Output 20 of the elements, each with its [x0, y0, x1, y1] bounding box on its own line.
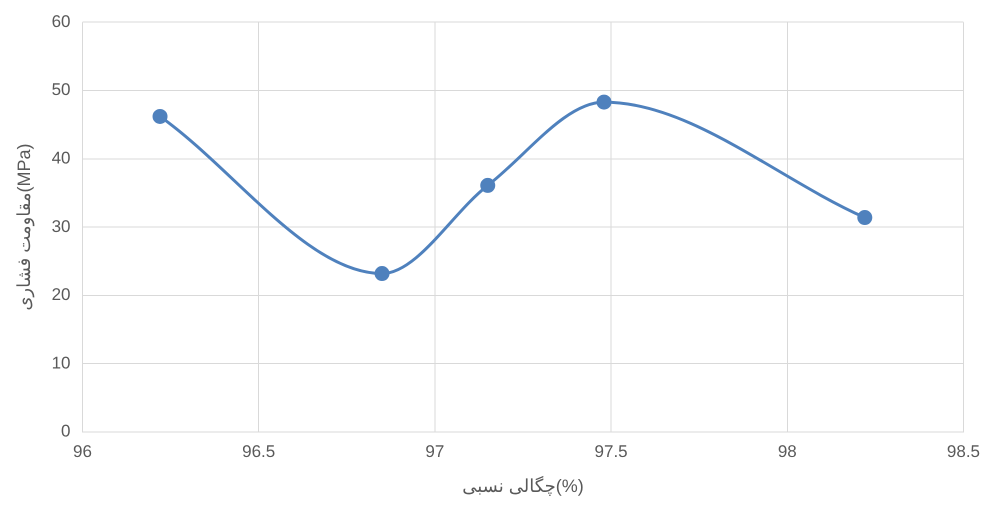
x-tick-label: 96	[73, 442, 92, 461]
x-tick-label: 96.5	[242, 442, 276, 461]
point	[374, 266, 390, 282]
x-tick-label: 98	[778, 442, 797, 461]
point	[480, 178, 496, 193]
point	[857, 210, 872, 226]
point	[596, 94, 612, 110]
y-tick-label: 30	[52, 216, 71, 236]
y-tick-label: 20	[52, 285, 71, 304]
y-tick-label: 10	[52, 353, 71, 372]
x-axis-title: چگالی نسبی(%)	[462, 475, 584, 496]
y-tick-label: 60	[52, 12, 71, 31]
x-tick-label: 97.5	[594, 442, 628, 461]
point	[152, 108, 168, 124]
x-tick-label: 97	[425, 442, 444, 461]
y-tick-label: 40	[52, 148, 71, 168]
y-tick-label: 0	[61, 422, 71, 441]
x-tick-label: 98.5	[946, 442, 980, 461]
y-tick-label: 50	[52, 80, 71, 100]
y-axis-title: مقاومت فشاری(MPa)	[14, 144, 35, 311]
